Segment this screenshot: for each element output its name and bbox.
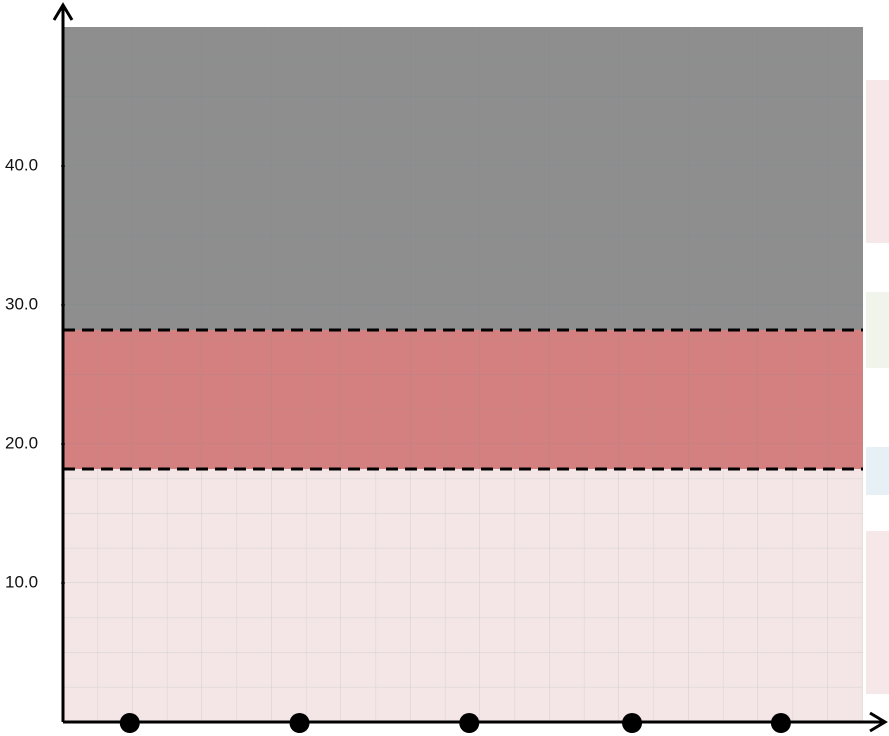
point <box>459 713 480 733</box>
point <box>770 713 791 733</box>
point <box>289 713 310 733</box>
side-panel <box>866 531 889 694</box>
side-panel <box>866 292 889 368</box>
side-panel <box>866 447 889 495</box>
y-tick-label: 10.0 <box>5 572 38 591</box>
side-panel <box>866 80 889 243</box>
y-tick-label: 20.0 <box>5 433 38 452</box>
y-axis-arrow <box>52 2 74 21</box>
point <box>622 713 643 733</box>
point <box>119 713 140 733</box>
y-tick-label: 30.0 <box>5 294 38 313</box>
x-axis-arrow <box>869 711 888 733</box>
grid-texture <box>63 27 863 722</box>
y-tick-label: 40.0 <box>5 155 38 174</box>
overlay <box>63 328 863 471</box>
